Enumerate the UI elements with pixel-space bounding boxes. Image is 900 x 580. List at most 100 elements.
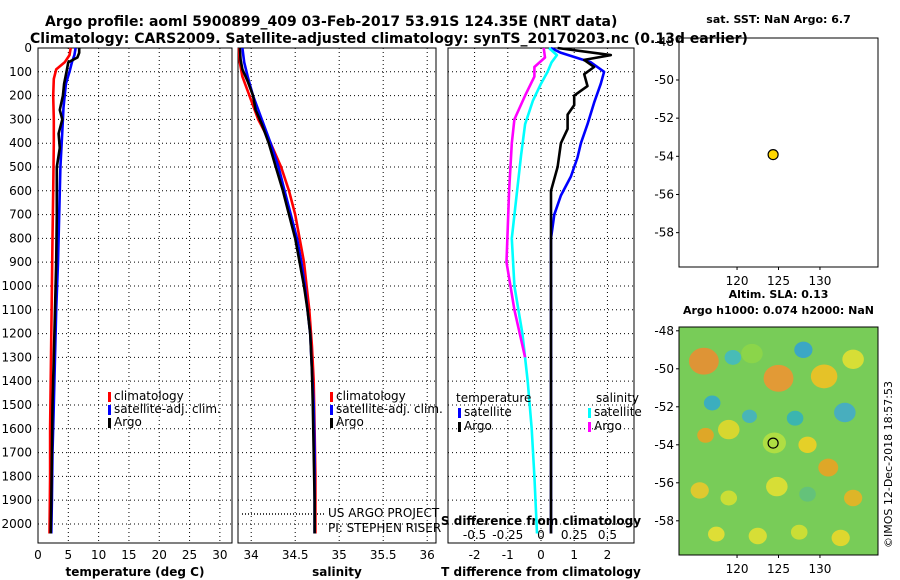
x-tick-label: 1 (570, 548, 578, 562)
map-title: sat. SST: NaN Argo: 6.7 (706, 13, 850, 26)
y-tick-label: 1600 (1, 422, 32, 436)
sla-blobs (688, 341, 864, 547)
x-tick-label: 20 (152, 548, 167, 562)
sla-anomaly (766, 476, 788, 497)
y-tick-label: 1700 (1, 446, 32, 460)
panel-frame (237, 47, 437, 544)
sla-anomaly (794, 341, 813, 359)
x-tick-label: 34 (244, 548, 259, 562)
header-line-1: Argo profile: aoml 5900899_409 03-Feb-20… (45, 14, 617, 30)
credit-line-2: PI: STEPHEN RISER (328, 521, 441, 535)
sla-anomaly (798, 436, 817, 454)
secondary-axis-label: S difference from climatology (441, 514, 641, 528)
y-tick-label: 100 (9, 65, 32, 79)
sla-anomaly (720, 490, 738, 506)
x-axis-label: temperature (deg C) (66, 565, 205, 579)
legend-label: satellite (594, 405, 642, 419)
y-tick-label: 500 (9, 160, 32, 174)
s-tick-label: -0.5 (463, 528, 486, 542)
y-tick-label: 1900 (1, 493, 32, 507)
legend-label: satellite-adj. clim. (114, 402, 221, 416)
sla-anomaly (742, 409, 757, 424)
x-tick-label: 10 (91, 548, 106, 562)
s-tick-label: -0.25 (492, 528, 523, 542)
series-line (238, 47, 316, 534)
legend-label: Argo (114, 415, 142, 429)
sla-anomaly (834, 402, 856, 423)
sla-anomaly (762, 432, 786, 454)
legend-label: Argo (464, 419, 492, 433)
y-tick-label: 1200 (1, 327, 32, 341)
lat-tick-label: -54 (654, 438, 674, 452)
series-line (549, 46, 613, 534)
x-tick-label: 35 (332, 548, 347, 562)
x-tick-label: 35.5 (370, 548, 397, 562)
lat-tick-label: -48 (654, 324, 674, 338)
series-line (48, 47, 72, 534)
header-line-2: Climatology: CARS2009. Satellite-adjuste… (30, 31, 748, 47)
legend-swatch (588, 408, 591, 418)
lat-tick-label: -56 (654, 476, 674, 490)
y-tick-label: 800 (9, 231, 32, 245)
lat-tick-label: -50 (654, 362, 674, 376)
lon-tick-label: 130 (809, 562, 832, 576)
lat-tick-label: -50 (654, 73, 674, 87)
x-tick-label: 25 (182, 548, 197, 562)
legend-header: salinity (596, 391, 639, 405)
sla-anomaly (697, 427, 714, 443)
sla-anomaly (724, 349, 742, 365)
y-tick-label: 1400 (1, 374, 32, 388)
legend-label: Argo (336, 415, 364, 429)
imos-watermark: ©IMOS 12-Dec-2018 18:57:53 (882, 381, 895, 548)
sla-anomaly (842, 349, 864, 370)
lat-tick-label: -58 (654, 514, 674, 528)
x-tick-label: 5 (64, 548, 72, 562)
x-tick-label: 34.5 (282, 548, 309, 562)
lon-tick-label: 125 (767, 274, 790, 288)
legend-swatch (330, 418, 333, 428)
legend-swatch (330, 392, 333, 402)
sla-anomaly (748, 527, 767, 545)
y-tick-label: 700 (9, 208, 32, 222)
sla-anomaly (703, 395, 721, 411)
panel-frame (447, 47, 635, 544)
legend-header: temperature (456, 391, 531, 405)
y-tick-label: 1100 (1, 303, 32, 317)
lon-tick-label: 130 (809, 274, 832, 288)
legend-label: climatology (114, 389, 184, 403)
sla-anomaly (799, 486, 816, 502)
x-tick-label: 0 (34, 548, 42, 562)
y-tick-label: 1000 (1, 279, 32, 293)
lat-tick-label: -58 (654, 226, 674, 240)
y-tick-label: 300 (9, 112, 32, 126)
sla-anomaly (717, 419, 740, 440)
lat-tick-label: -48 (654, 35, 674, 49)
legend-swatch (458, 422, 461, 432)
s-tick-label: 0.5 (598, 528, 617, 542)
series-line (505, 47, 547, 358)
legend-label: Argo (594, 419, 622, 433)
sla-map-panel: -48 -50 -52 -54 -56 -58 120 125 130 Altim. SLA: 0… (654, 288, 879, 576)
sla-anomaly (790, 524, 808, 540)
sla-anomaly (708, 526, 725, 542)
sla-anomaly (763, 364, 794, 392)
x-axis-label: T difference from climatology (441, 565, 641, 579)
difference-panel: -2 -1 0 1 2 -0.5 -0.25 0 0.25 0.5S difference fro… (441, 46, 641, 579)
credit-line-1: US ARGO PROJECT (328, 506, 440, 520)
lat-tick-label: -52 (654, 111, 674, 125)
legend-label: satellite-adj. clim. (336, 402, 443, 416)
legend-swatch (330, 405, 333, 415)
series-line (510, 47, 559, 534)
x-tick-label: 30 (212, 548, 227, 562)
sla-anomaly (786, 410, 804, 426)
y-tick-label: 0 (24, 41, 32, 55)
y-tick-label: 1800 (1, 469, 32, 483)
s-tick-label: 0.25 (561, 528, 588, 542)
legend-swatch (588, 422, 591, 432)
x-tick-label: -1 (502, 548, 514, 562)
series-line (549, 46, 606, 534)
legend-label: satellite (464, 405, 512, 419)
lon-tick-label: 120 (726, 562, 749, 576)
sla-anomaly (831, 529, 850, 547)
